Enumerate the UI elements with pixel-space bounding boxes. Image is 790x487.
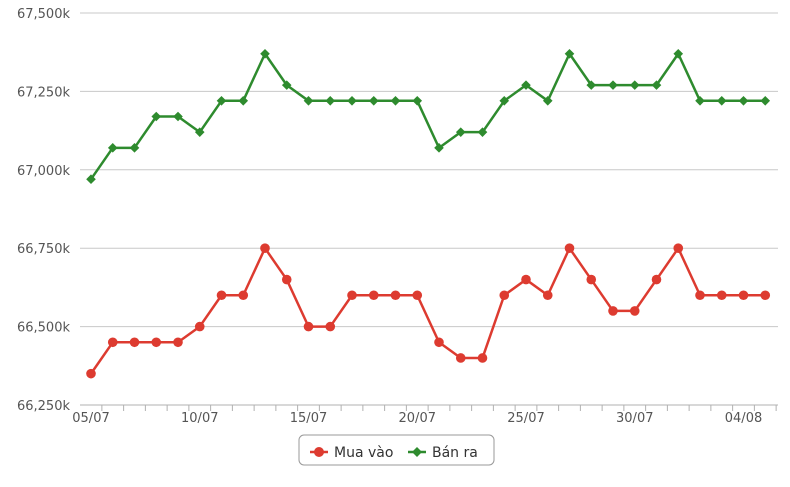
data-point[interactable] xyxy=(173,337,183,348)
data-point[interactable] xyxy=(477,353,488,363)
data-point[interactable] xyxy=(586,80,597,90)
data-point[interactable] xyxy=(629,80,640,90)
y-tick-label: 67,500k xyxy=(17,7,70,22)
y-tick-label: 66,250k xyxy=(17,399,70,414)
y-tick-label: 66,750k xyxy=(17,242,70,257)
data-point[interactable] xyxy=(716,290,727,301)
data-point[interactable] xyxy=(107,337,118,348)
data-point[interactable] xyxy=(716,96,727,106)
series-line xyxy=(89,52,766,180)
legend-marker xyxy=(314,447,324,457)
data-point[interactable] xyxy=(260,48,270,59)
series xyxy=(86,48,771,379)
data-point[interactable] xyxy=(564,243,575,253)
data-point[interactable] xyxy=(499,96,510,106)
data-point[interactable] xyxy=(738,96,749,106)
data-point[interactable] xyxy=(521,274,531,285)
data-point[interactable] xyxy=(129,143,140,153)
data-point[interactable] xyxy=(412,96,423,106)
data-point[interactable] xyxy=(173,111,183,122)
data-point[interactable] xyxy=(455,127,466,137)
grid-lines xyxy=(80,12,778,406)
data-point[interactable] xyxy=(564,48,575,59)
data-point[interactable] xyxy=(347,96,357,106)
data-point[interactable] xyxy=(521,80,531,90)
data-point[interactable] xyxy=(760,96,771,106)
data-point[interactable] xyxy=(738,290,749,301)
data-point[interactable] xyxy=(651,274,662,285)
data-point[interactable] xyxy=(673,48,684,59)
data-point[interactable] xyxy=(608,80,618,90)
legend-item[interactable]: Bán ra xyxy=(408,445,478,461)
data-point[interactable] xyxy=(303,96,314,106)
x-tick-label: 20/07 xyxy=(399,411,436,426)
data-point[interactable] xyxy=(499,290,510,301)
data-point[interactable] xyxy=(151,337,162,348)
legend-box xyxy=(298,434,495,466)
data-point[interactable] xyxy=(542,290,553,301)
data-point[interactable] xyxy=(86,368,96,379)
data-point[interactable] xyxy=(238,96,249,106)
data-point[interactable] xyxy=(194,321,205,332)
data-point[interactable] xyxy=(434,337,444,348)
data-point[interactable] xyxy=(238,290,249,301)
data-point[interactable] xyxy=(390,290,401,301)
data-point[interactable] xyxy=(325,321,336,332)
axes: 66,250k 66,500k 66,750k 67,000k 67,250k 67,50… xyxy=(17,7,778,426)
data-point[interactable] xyxy=(303,321,314,332)
data-point[interactable] xyxy=(651,80,662,90)
data-point[interactable] xyxy=(390,96,401,106)
data-point[interactable] xyxy=(412,290,423,301)
legend-label: Mua vào xyxy=(334,445,393,461)
data-point[interactable] xyxy=(260,243,270,253)
data-point[interactable] xyxy=(695,96,705,106)
data-point[interactable] xyxy=(151,111,162,122)
x-tick-label: 30/07 xyxy=(616,411,653,426)
data-point[interactable] xyxy=(281,80,292,90)
y-tick-label: 67,000k xyxy=(17,164,70,179)
y-tick-label: 66,500k xyxy=(17,321,70,336)
data-point[interactable] xyxy=(760,290,771,301)
data-point[interactable] xyxy=(673,243,684,253)
data-point[interactable] xyxy=(542,96,553,106)
data-point[interactable] xyxy=(586,274,597,285)
data-point[interactable] xyxy=(695,290,705,301)
legend: Mua vào Bán ra xyxy=(298,434,495,466)
x-tick-label: 15/07 xyxy=(290,411,327,426)
data-point[interactable] xyxy=(477,127,488,137)
data-point[interactable] xyxy=(347,290,357,301)
data-point[interactable] xyxy=(368,96,379,106)
series-line xyxy=(89,246,766,375)
data-point[interactable] xyxy=(216,290,227,301)
legend-label: Bán ra xyxy=(432,445,478,461)
data-point[interactable] xyxy=(325,96,336,106)
data-point[interactable] xyxy=(281,274,292,285)
x-tick-label: 25/07 xyxy=(507,411,544,426)
data-point[interactable] xyxy=(129,337,140,348)
data-point[interactable] xyxy=(455,353,466,363)
legend-item[interactable]: Mua vào xyxy=(310,445,393,461)
data-point[interactable] xyxy=(368,290,379,301)
data-point[interactable] xyxy=(608,306,618,316)
legend-marker xyxy=(412,447,422,457)
data-point[interactable] xyxy=(107,143,118,153)
data-point[interactable] xyxy=(216,96,227,106)
data-point[interactable] xyxy=(86,174,96,185)
x-tick-label: 04/08 xyxy=(725,411,762,426)
y-tick-label: 67,250k xyxy=(17,85,70,100)
data-point[interactable] xyxy=(194,127,205,137)
data-point[interactable] xyxy=(434,143,444,153)
data-point[interactable] xyxy=(629,306,640,316)
x-tick-label: 10/07 xyxy=(181,411,218,426)
x-tick-label: 05/07 xyxy=(72,411,109,426)
